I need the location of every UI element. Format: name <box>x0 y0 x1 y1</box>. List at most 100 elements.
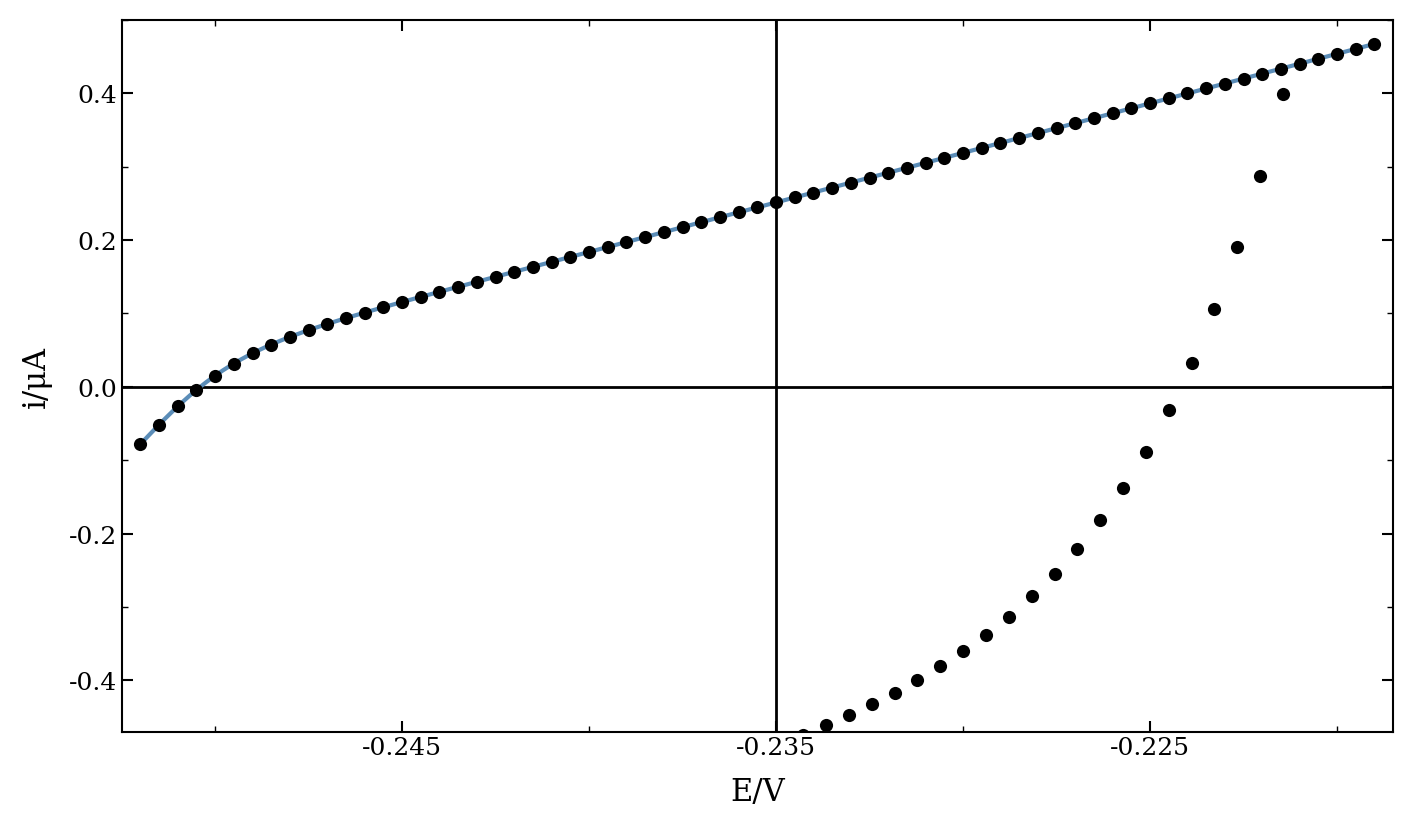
Point <box>769 738 792 751</box>
Point <box>609 792 632 806</box>
Point <box>1181 357 1203 370</box>
Point <box>484 271 506 284</box>
Point <box>563 806 585 819</box>
Point <box>185 384 208 397</box>
Point <box>1295 0 1318 7</box>
Point <box>1120 103 1143 116</box>
Point <box>1213 78 1236 91</box>
Point <box>315 318 338 331</box>
Point <box>840 176 863 190</box>
Point <box>222 358 245 371</box>
Point <box>540 256 563 269</box>
Point <box>1158 404 1181 417</box>
Point <box>802 186 824 200</box>
Point <box>814 719 837 732</box>
Point <box>390 296 413 310</box>
Point <box>632 785 655 798</box>
Point <box>906 673 929 686</box>
Point <box>597 241 619 254</box>
Point <box>585 799 608 812</box>
Point <box>1249 170 1271 183</box>
Point <box>354 306 376 320</box>
Point <box>1083 113 1106 126</box>
Point <box>1021 590 1044 604</box>
Point <box>615 236 638 249</box>
Point <box>428 286 451 299</box>
Point <box>997 610 1019 623</box>
Point <box>1066 542 1089 556</box>
X-axis label: E/V: E/V <box>730 776 785 807</box>
Point <box>1271 89 1294 102</box>
Point <box>1063 118 1086 131</box>
Point <box>677 770 700 783</box>
Point <box>915 157 937 171</box>
Point <box>260 339 283 352</box>
Point <box>1045 123 1068 136</box>
Point <box>1138 98 1161 111</box>
Point <box>747 201 769 214</box>
Point <box>672 221 694 234</box>
Point <box>933 152 956 166</box>
Point <box>495 826 518 828</box>
Point <box>1027 128 1049 141</box>
Point <box>1111 482 1134 495</box>
Point <box>1251 68 1274 81</box>
Point <box>974 628 997 642</box>
Point <box>1232 73 1254 86</box>
Point <box>792 729 814 742</box>
Point <box>727 206 749 219</box>
Point <box>723 754 745 768</box>
Point <box>895 162 918 176</box>
Point <box>1176 88 1199 101</box>
Point <box>700 763 723 776</box>
Point <box>970 142 993 156</box>
Point <box>690 216 713 229</box>
Y-axis label: i/μA: i/μA <box>21 345 52 407</box>
Point <box>860 698 882 711</box>
Point <box>1134 445 1157 459</box>
Point <box>1158 93 1181 106</box>
Point <box>559 251 581 264</box>
Point <box>822 181 844 195</box>
Point <box>877 167 899 181</box>
Point <box>335 312 358 325</box>
Point <box>783 191 806 205</box>
Point <box>447 281 469 294</box>
Point <box>503 266 526 279</box>
Point <box>747 746 769 759</box>
Point <box>633 231 656 244</box>
Point <box>884 686 906 700</box>
Point <box>410 291 433 304</box>
Point <box>204 369 226 383</box>
Point <box>929 660 952 673</box>
Point <box>655 777 677 791</box>
Point <box>653 226 676 239</box>
Point <box>1288 58 1311 71</box>
Point <box>279 331 301 344</box>
Point <box>952 645 974 658</box>
Point <box>297 324 320 337</box>
Point <box>1345 43 1367 56</box>
Point <box>765 196 788 209</box>
Point <box>1326 48 1349 61</box>
Point <box>518 819 540 828</box>
Point <box>1008 132 1031 146</box>
Point <box>1089 514 1111 527</box>
Point <box>1307 53 1329 66</box>
Point <box>1363 38 1386 51</box>
Point <box>522 261 544 274</box>
Point <box>167 400 189 413</box>
Point <box>578 246 601 259</box>
Point <box>129 438 151 451</box>
Point <box>1102 108 1124 121</box>
Point <box>465 276 488 289</box>
Point <box>1270 63 1292 76</box>
Point <box>952 147 974 161</box>
Point <box>1226 241 1249 254</box>
Point <box>1044 567 1066 580</box>
Point <box>1203 303 1226 316</box>
Point <box>858 171 881 185</box>
Point <box>242 347 264 360</box>
Point <box>708 211 731 224</box>
Point <box>990 137 1012 151</box>
